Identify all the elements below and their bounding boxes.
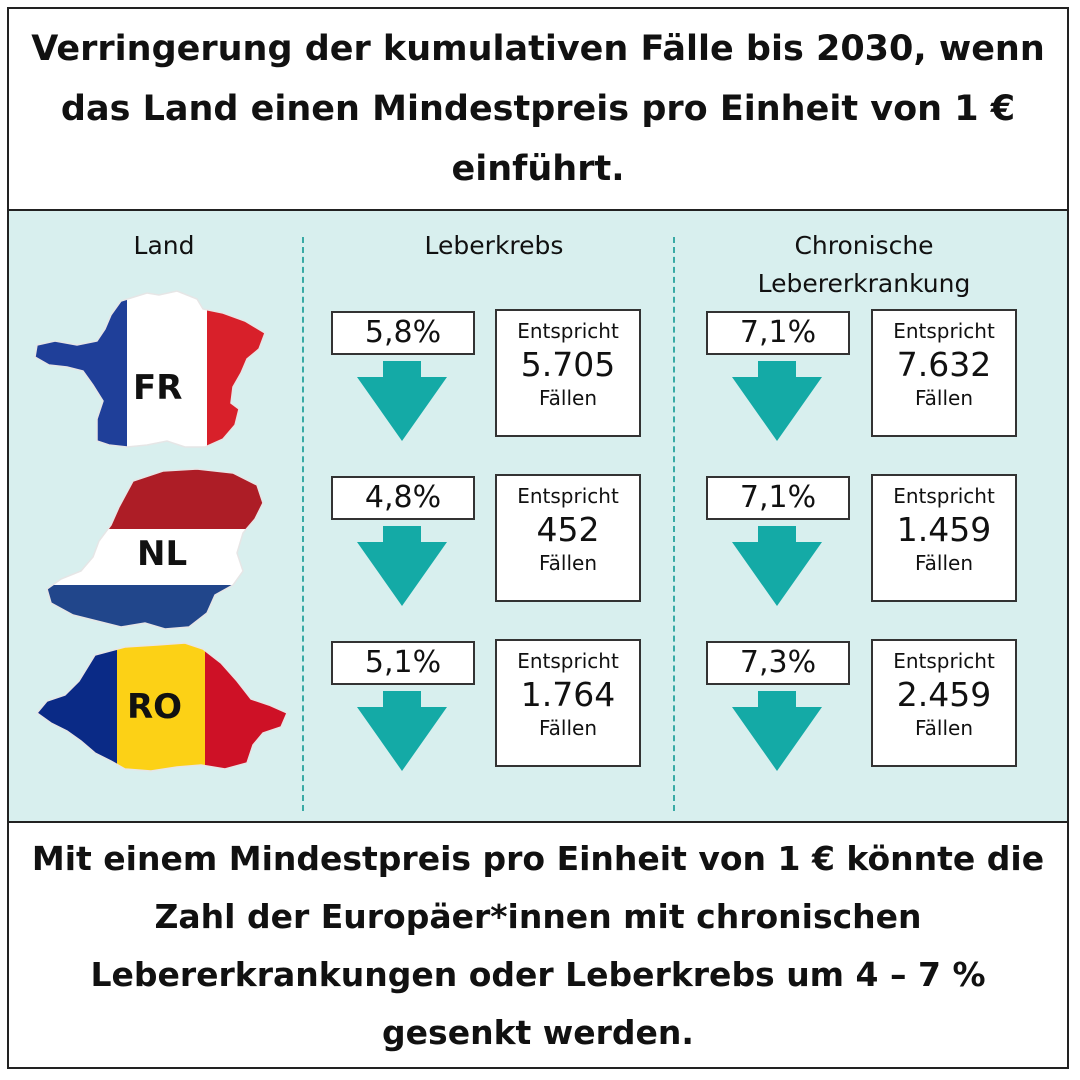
cases-unit: Fällen xyxy=(914,716,974,740)
romania-map-icon xyxy=(35,642,288,772)
cases-label: Entspricht xyxy=(517,649,619,673)
down-arrow-icon xyxy=(732,691,822,771)
country-code-ro: RO xyxy=(127,687,183,727)
down-arrow-icon xyxy=(357,526,447,606)
cases-value: 7.632 xyxy=(896,345,992,384)
cases-value: 2.459 xyxy=(896,675,992,714)
cases-unit: Fällen xyxy=(538,551,598,575)
percent-box-chronisch-ro: 7,3% xyxy=(706,641,850,685)
cases-label: Entspricht xyxy=(517,484,619,508)
percent-box-leberkrebs-ro: 5,1% xyxy=(331,641,475,685)
cases-unit: Fällen xyxy=(538,386,598,410)
infographic-frame: Verringerung der kumulativen Fälle bis 2… xyxy=(7,7,1069,1069)
cases-card-chronisch-nl: Entspricht 1.459 Fällen xyxy=(871,474,1017,602)
column-header-chronische-line2: Lebererkrankung xyxy=(757,269,971,298)
france-map-icon xyxy=(34,290,266,448)
data-panel: Land Leberkrebs Chronische Lebererkranku… xyxy=(9,211,1067,821)
down-arrow-icon xyxy=(732,361,822,441)
percent-box-chronisch-nl: 7,1% xyxy=(706,476,850,520)
cases-card-leberkrebs-ro: Entspricht 1.764 Fällen xyxy=(495,639,641,767)
column-header-land: Land xyxy=(133,231,195,260)
cases-label: Entspricht xyxy=(893,484,995,508)
column-header-chronische-lebererkrankung: Chronische Lebererkrankung xyxy=(729,227,999,303)
column-header-chronische-line1: Chronische xyxy=(794,231,934,260)
cases-unit: Fällen xyxy=(914,386,974,410)
netherlands-map-icon xyxy=(46,468,264,630)
chart-title: Verringerung der kumulativen Fälle bis 2… xyxy=(31,29,1045,189)
cases-value: 1.459 xyxy=(896,510,992,549)
cases-unit: Fällen xyxy=(538,716,598,740)
footer: Mit einem Mindestpreis pro Einheit von 1… xyxy=(9,821,1067,1069)
cases-card-chronisch-ro: Entspricht 2.459 Fällen xyxy=(871,639,1017,767)
cases-card-chronisch-fr: Entspricht 7.632 Fällen xyxy=(871,309,1017,437)
cases-label: Entspricht xyxy=(517,319,619,343)
down-arrow-icon xyxy=(732,526,822,606)
column-header-leberkrebs: Leberkrebs xyxy=(424,231,564,260)
cases-label: Entspricht xyxy=(893,319,995,343)
down-arrow-icon xyxy=(357,691,447,771)
percent-box-chronisch-fr: 7,1% xyxy=(706,311,850,355)
column-divider xyxy=(302,237,304,811)
percent-box-leberkrebs-nl: 4,8% xyxy=(331,476,475,520)
cases-value: 5.705 xyxy=(520,345,616,384)
percent-box-leberkrebs-fr: 5,8% xyxy=(331,311,475,355)
cases-value: 452 xyxy=(536,510,600,549)
conclusion-text: Mit einem Mindestpreis pro Einheit von 1… xyxy=(31,839,1045,1052)
cases-card-leberkrebs-nl: Entspricht 452 Fällen xyxy=(495,474,641,602)
header: Verringerung der kumulativen Fälle bis 2… xyxy=(9,9,1067,211)
country-code-fr: FR xyxy=(133,368,183,408)
cases-label: Entspricht xyxy=(893,649,995,673)
column-divider xyxy=(673,237,675,811)
country-code-nl: NL xyxy=(137,534,188,574)
cases-unit: Fällen xyxy=(914,551,974,575)
cases-value: 1.764 xyxy=(520,675,616,714)
down-arrow-icon xyxy=(357,361,447,441)
cases-card-leberkrebs-fr: Entspricht 5.705 Fällen xyxy=(495,309,641,437)
